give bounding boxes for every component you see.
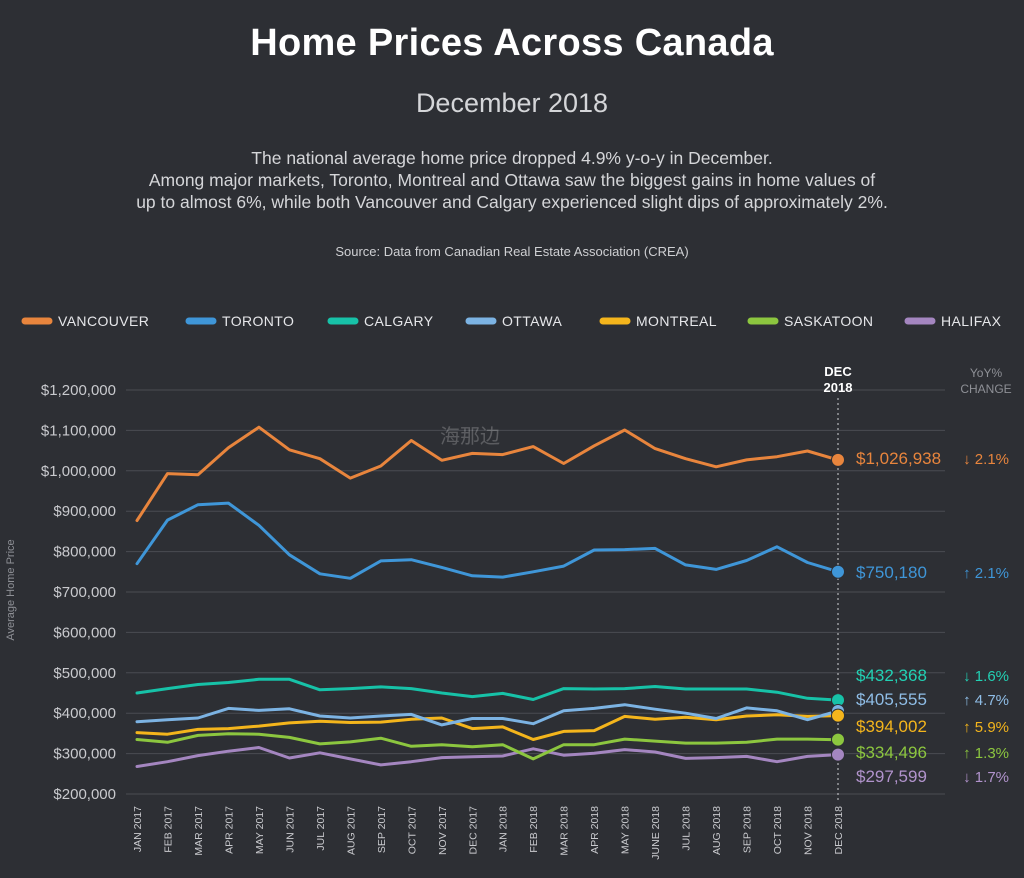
y-tick-label: $400,000: [53, 705, 116, 722]
x-tick-label: JUN 2017: [284, 806, 296, 853]
y-tick-label: $900,000: [53, 503, 116, 520]
y-tick-label: $600,000: [53, 624, 116, 641]
x-tick-label: MAY 2018: [620, 806, 632, 854]
y-tick-label: $700,000: [53, 584, 116, 601]
legend-label: VANCOUVER: [58, 313, 149, 329]
final-value-label: $297,599: [856, 767, 927, 786]
page-title: Home Prices Across Canada: [250, 22, 774, 64]
y-axis-label: Average Home Price: [5, 539, 17, 640]
x-tick-label: MAR 2018: [559, 806, 571, 856]
y-tick-label: $1,000,000: [41, 463, 116, 480]
description-line: The national average home price dropped …: [251, 148, 773, 168]
end-marker-toronto: [831, 564, 845, 579]
x-tick-label: AUG 2018: [711, 806, 723, 855]
series-line-ottawa: [135, 703, 840, 727]
marker-label: DEC: [824, 364, 852, 379]
x-tick-label: DEC 2017: [467, 806, 479, 855]
x-tick-label: JUL 2018: [681, 806, 693, 851]
x-tick-label: MAY 2017: [254, 806, 266, 854]
final-value-label: $1,026,938: [856, 449, 941, 468]
x-tick-label: NOV 2017: [437, 806, 449, 855]
y-tick-label: $1,100,000: [41, 422, 116, 439]
legend-label: HALIFAX: [941, 313, 1002, 329]
x-tick-label: NOV 2018: [803, 806, 815, 855]
x-tick-label: JUNE 2018: [650, 806, 662, 860]
watermark: 海那边: [440, 426, 500, 448]
series-line-halifax: [135, 746, 840, 768]
x-tick-label: MAR 2017: [193, 806, 205, 856]
marker-label: 2018: [824, 380, 853, 395]
x-tick-label: SEP 2017: [376, 806, 388, 853]
x-tick-label: APR 2017: [223, 806, 235, 854]
y-tick-label: $1,200,000: [41, 382, 116, 399]
yoy-change-label: ↓ 1.7%: [963, 769, 1009, 786]
x-tick-label: DEC 2018: [833, 806, 845, 855]
yoy-change-label: ↓ 2.1%: [963, 451, 1009, 468]
y-tick-label: $300,000: [53, 746, 116, 763]
change-header: CHANGE: [960, 382, 1011, 396]
x-tick-label: SEP 2018: [742, 806, 754, 853]
series-line-montreal: [135, 713, 840, 741]
legend-label: CALGARY: [364, 313, 434, 329]
x-tick-label: FEB 2017: [162, 806, 174, 853]
legend-label: OTTAWA: [502, 313, 562, 329]
yoy-change-label: ↑ 5.9%: [963, 719, 1009, 736]
legend-label: SASKATOON: [784, 313, 873, 329]
description-line: up to almost 6%, while both Vancouver an…: [136, 192, 888, 212]
x-tick-label: JAN 2018: [498, 806, 510, 852]
yoy-change-label: ↑ 1.3%: [963, 745, 1009, 762]
end-marker-halifax: [831, 747, 845, 762]
y-tick-label: $500,000: [53, 665, 116, 682]
y-tick-label: $200,000: [53, 786, 116, 803]
legend-label: MONTREAL: [636, 313, 717, 329]
yoy-change-label: ↑ 4.7%: [963, 692, 1009, 709]
series-line-saskatoon: [135, 732, 840, 761]
final-value-label: $432,368: [856, 666, 927, 685]
yoy-change-label: ↑ 2.1%: [963, 565, 1009, 582]
end-marker-saskatoon: [831, 732, 845, 747]
end-marker-vancouver: [831, 452, 845, 467]
page-subtitle: December 2018: [415, 88, 609, 118]
end-marker-montreal: [831, 708, 845, 723]
series-line-toronto: [135, 501, 840, 580]
x-tick-label: OCT 2018: [772, 806, 784, 854]
source-note: Source: Data from Canadian Real Estate A…: [335, 244, 689, 259]
description-line: Among major markets, Toronto, Montreal a…: [148, 170, 876, 190]
y-tick-label: $800,000: [53, 544, 116, 561]
description: The national average home price dropped …: [30, 147, 994, 213]
x-tick-label: OCT 2017: [406, 806, 418, 854]
x-tick-label: JAN 2017: [132, 806, 144, 852]
legend-label: TORONTO: [222, 313, 294, 329]
final-value-label: $750,180: [856, 563, 927, 582]
final-value-label: $394,002: [856, 717, 927, 736]
series-line-calgary: [135, 677, 840, 702]
x-tick-label: JUL 2017: [315, 806, 327, 851]
final-value-label: $334,496: [856, 743, 927, 762]
yoy-change-label: ↓ 1.6%: [963, 668, 1009, 685]
series-line-vancouver: [135, 425, 840, 522]
x-tick-label: FEB 2018: [528, 806, 540, 853]
x-tick-label: AUG 2017: [345, 806, 357, 855]
x-tick-label: APR 2018: [589, 806, 601, 854]
final-value-label: $405,555: [856, 690, 927, 709]
change-header: YoY%: [970, 366, 1003, 380]
